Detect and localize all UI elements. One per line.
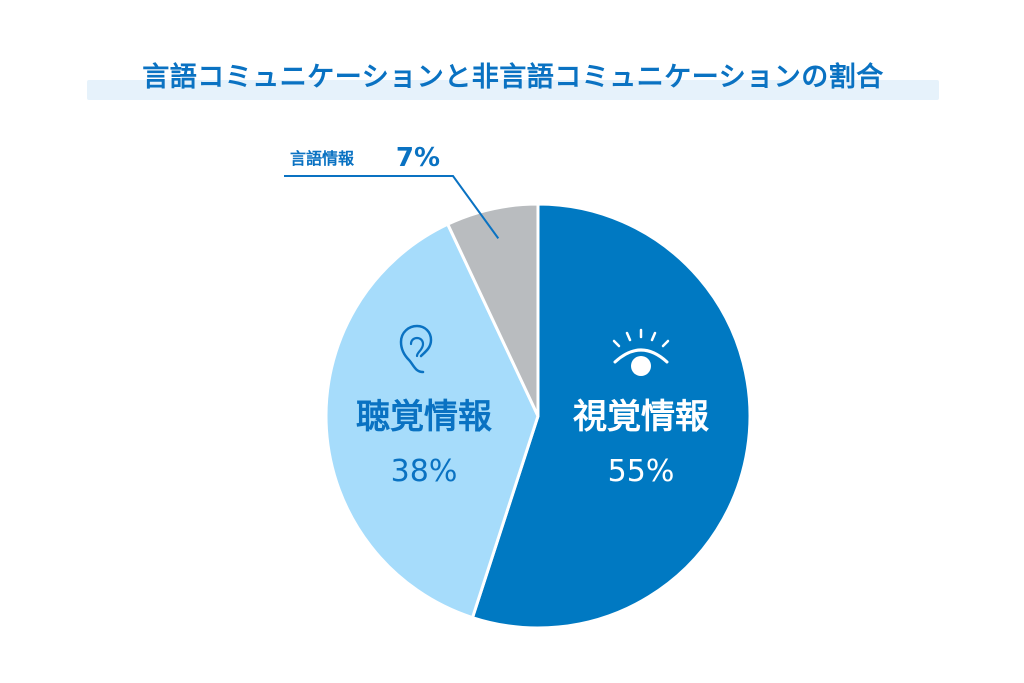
slices-layer <box>324 202 752 630</box>
chart-title-block: 言語コミュニケーションと非言語コミュニケーションの割合 <box>87 56 939 106</box>
callout-leader-line <box>284 175 500 239</box>
slice-1-label: 視覚情報 <box>573 397 709 437</box>
slice-1-value-label: 55% <box>608 454 675 489</box>
slice-2-value-label: 38% <box>391 454 458 489</box>
pie-slice-3 <box>446 202 540 418</box>
pie-slice-2 <box>324 222 540 620</box>
chart-title: 言語コミュニケーションと非言語コミュニケーションの割合 <box>142 62 884 93</box>
slice-3-value-label: 7% <box>396 143 440 173</box>
callout-layer <box>284 175 500 239</box>
pie-slice-1 <box>470 202 752 630</box>
ear-icon <box>399 324 433 374</box>
slice-3-label: 言語情報 <box>290 149 355 168</box>
slice-2-label: 聴覚情報 <box>356 397 492 437</box>
title-highlight <box>87 80 939 100</box>
eye-icon <box>612 328 670 376</box>
labels-layer: 視覚情報 55% 聴覚情報 38% 言語情報 7% <box>290 143 709 489</box>
